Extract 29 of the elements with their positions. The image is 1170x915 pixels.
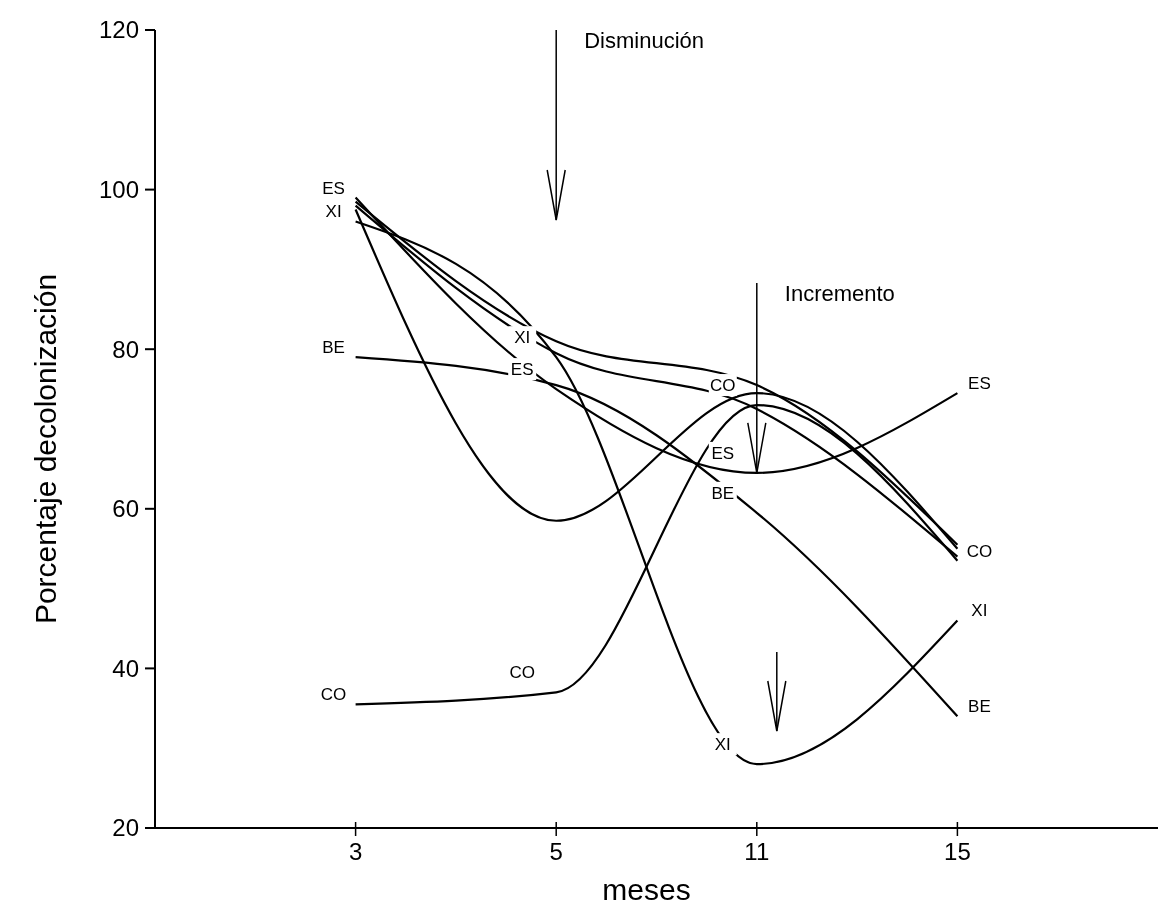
y-tick-label: 80 — [112, 335, 139, 363]
text: ES — [322, 178, 345, 198]
y-tick-label: 20 — [112, 814, 139, 842]
text: XI — [325, 202, 342, 222]
y-tick-label: 120 — [98, 16, 139, 44]
series-label: BE — [711, 483, 735, 503]
text: BE — [322, 338, 345, 358]
text: BE — [968, 697, 991, 717]
text: XI — [714, 735, 731, 755]
text: XI — [971, 601, 988, 621]
x-tick-label: 3 — [348, 838, 363, 865]
x-tick-label: 11 — [744, 838, 770, 865]
y-axis-title: Porcentaje decolonización — [29, 273, 62, 625]
series-label: ES — [510, 360, 534, 380]
text: ES — [968, 374, 991, 394]
text: CO — [966, 541, 993, 561]
annotation: Incremento — [784, 280, 895, 306]
y-tick-label: 40 — [112, 654, 139, 682]
x-tick-label: 15 — [944, 838, 971, 865]
x-axis-title: meses — [602, 873, 691, 906]
annotation: Disminución — [584, 28, 705, 53]
y-tick-label: 60 — [112, 495, 139, 523]
x-tick-label: 5 — [549, 838, 563, 865]
series-label: XI — [514, 328, 531, 348]
y-tick-label: 100 — [98, 176, 139, 203]
text: CO — [710, 376, 736, 396]
series-label: CO — [320, 685, 347, 705]
text: ES — [711, 443, 735, 463]
text: CO — [509, 663, 535, 683]
